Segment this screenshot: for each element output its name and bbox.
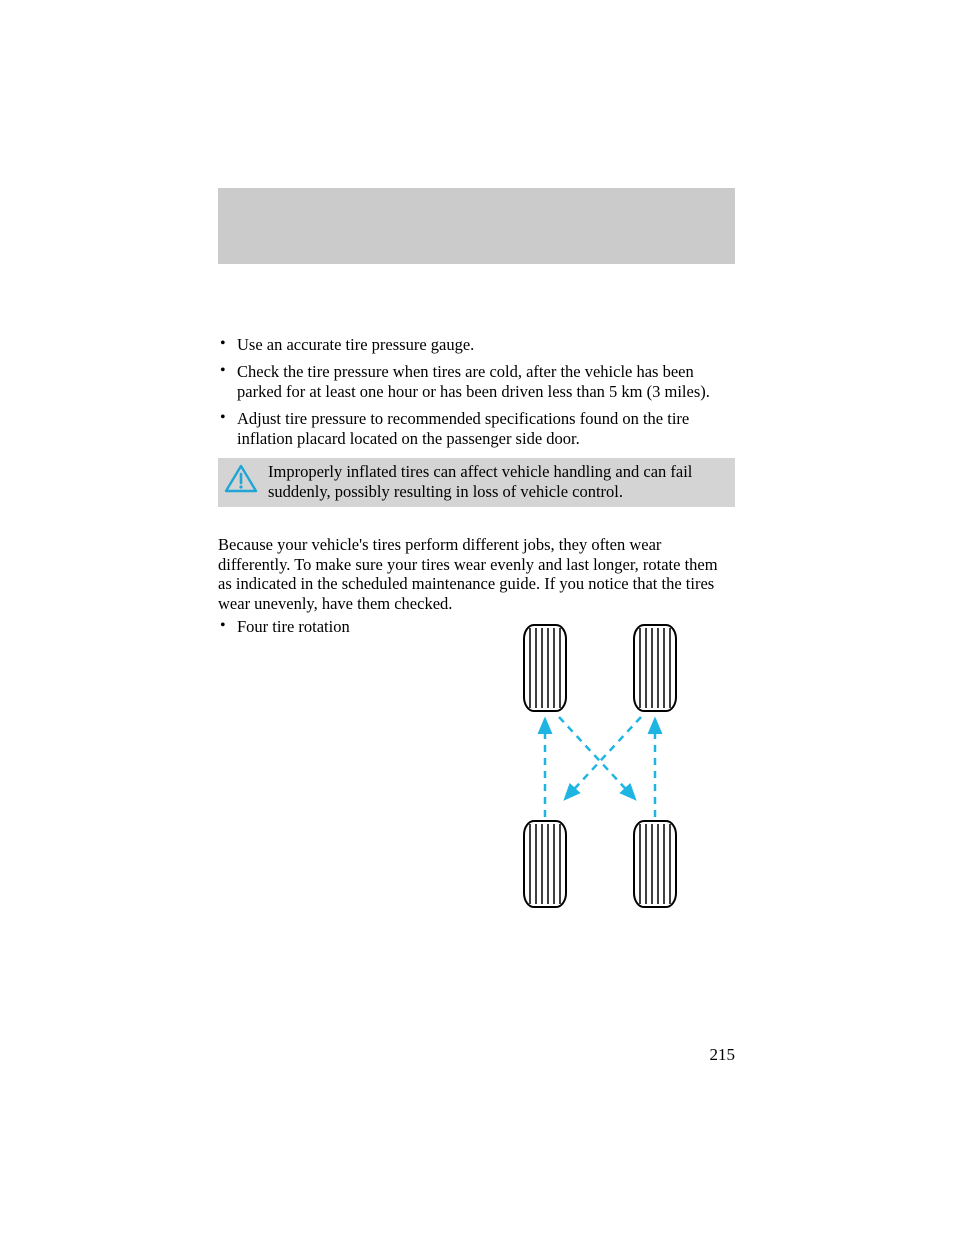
tire-rotation-diagram xyxy=(480,617,735,922)
header-banner xyxy=(218,188,735,264)
warning-icon xyxy=(224,464,264,499)
bullet-item: Adjust tire pressure to recommended spec… xyxy=(218,409,735,448)
tire-rotation-intro: Because your vehicle's tires perform dif… xyxy=(218,535,735,613)
warning-callout: Improperly inflated tires can affect veh… xyxy=(218,458,735,507)
bullet-item: Use an accurate tire pressure gauge. xyxy=(218,335,735,354)
warning-text: Improperly inflated tires can affect veh… xyxy=(264,462,729,501)
bullet-item: Four tire rotation xyxy=(218,617,480,636)
rotation-bullet-list: Four tire rotation xyxy=(218,617,480,636)
bullet-item: Check the tire pressure when tires are c… xyxy=(218,362,735,401)
tire-pressure-bullets: Use an accurate tire pressure gauge. Che… xyxy=(218,335,735,448)
page-number: 215 xyxy=(710,1045,736,1065)
page-content: Use an accurate tire pressure gauge. Che… xyxy=(218,335,735,922)
